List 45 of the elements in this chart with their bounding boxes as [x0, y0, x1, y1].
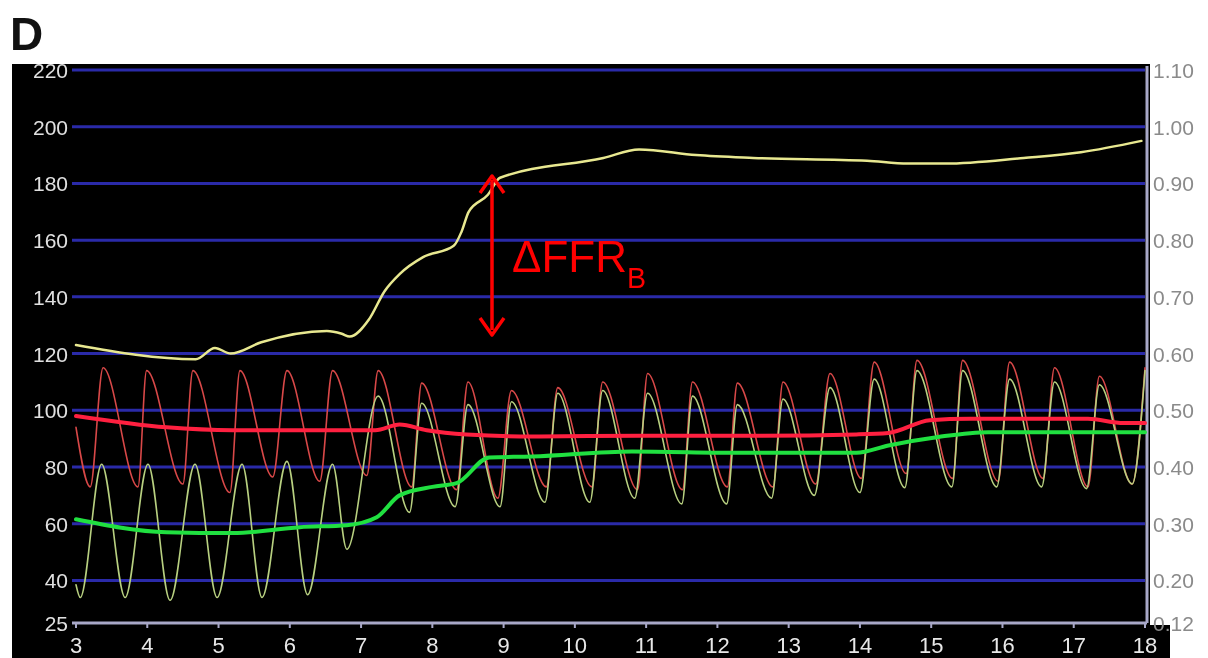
x-tick-label: 11: [634, 633, 658, 658]
y-tick-label: 160: [32, 229, 68, 253]
x-tick-label: 16: [990, 633, 1015, 658]
x-tick-label: 5: [212, 633, 225, 658]
line-series: [74, 413, 1147, 439]
x-tick-label: 7: [354, 633, 368, 658]
y2-tick-label: 0.60: [1153, 342, 1194, 366]
chart-title: D: [10, 8, 44, 60]
x-tick-label: 17: [1061, 633, 1086, 658]
x-tick-label: 4: [141, 633, 154, 658]
x-tick-label: 9: [497, 633, 510, 658]
y-tick-label: 180: [32, 172, 68, 196]
y-tick-label: 60: [44, 512, 68, 536]
y2-tick-label: 0.70: [1153, 285, 1194, 309]
y-tick-label: 80: [44, 456, 68, 480]
y-tick-label: 200: [32, 115, 68, 139]
x-tick-label: 15: [918, 633, 944, 658]
y2-tick-label: 0.12: [1153, 612, 1194, 635]
y-tick-label: 140: [32, 285, 68, 309]
x-tick-label: 13: [776, 633, 801, 658]
x-tick-label: 18: [1132, 633, 1158, 658]
x-tick-label: 8: [426, 633, 439, 658]
y-tick-label: 120: [32, 342, 68, 366]
y2-tick-label: 0.40: [1153, 456, 1194, 480]
y2-tick-label: 0.90: [1153, 172, 1194, 196]
x-tick-label: 6: [283, 633, 296, 658]
y2-tick-label: 0.30: [1153, 512, 1194, 536]
x-tick-label: 14: [847, 633, 873, 658]
line-series: [75, 369, 1146, 602]
x-tick-label: 12: [705, 633, 730, 658]
y2-tick-label: 1.10: [1153, 59, 1194, 82]
x-tick-label: 10: [562, 633, 588, 658]
x-tick-label: 3: [69, 633, 83, 658]
y2-tick-label: 0.50: [1153, 399, 1194, 423]
y2-tick-label: 1.00: [1153, 115, 1194, 139]
y2-tick-label: 0.80: [1153, 229, 1194, 253]
y2-tick-label: 0.20: [1153, 569, 1194, 593]
y-tick-label: 100: [32, 399, 68, 423]
y-tick-label: 220: [32, 59, 68, 82]
line-series: [74, 139, 1143, 361]
y-tick-label: 25: [44, 612, 68, 635]
line-series: [75, 359, 1146, 500]
annotation: ΔFFR$_{B}$: [512, 232, 646, 294]
line-series: [74, 430, 1147, 536]
y-tick-label: 40: [44, 569, 68, 593]
